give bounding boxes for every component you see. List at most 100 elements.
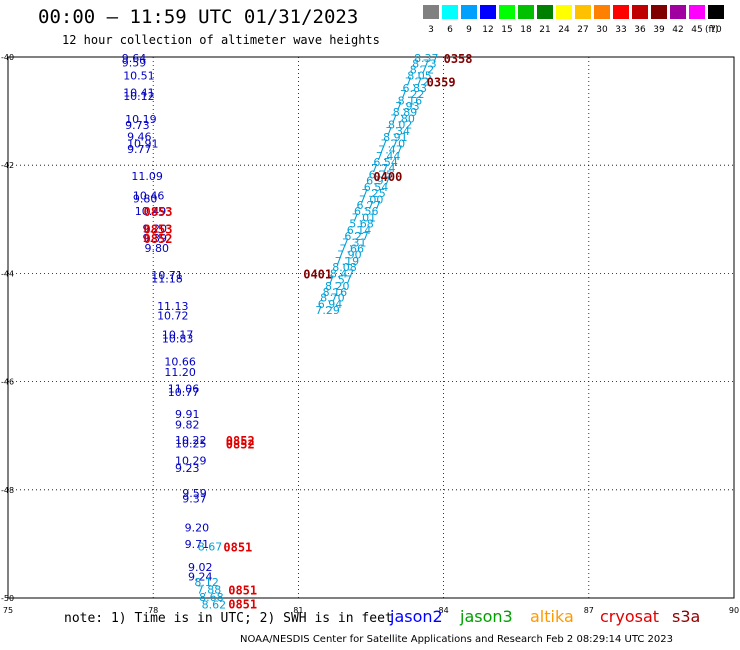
swh-value: 7.90 xyxy=(337,248,362,261)
scale-swatch xyxy=(480,5,496,19)
swh-value: 7.66 xyxy=(340,243,365,256)
x-tick-label: 81 xyxy=(293,606,303,615)
swh-value: 9.39 xyxy=(143,232,168,245)
scale-label: 42 xyxy=(672,25,684,35)
swh-value: 9.20 xyxy=(185,522,210,535)
swh-value: 8.91 xyxy=(383,131,408,144)
swh-value: 9.71 xyxy=(185,538,210,551)
swh-value: 6.54 xyxy=(364,181,389,194)
page-title: 00:00 – 11:59 UTC 01/31/2023 xyxy=(38,6,359,28)
swh-value: 10.77 xyxy=(168,386,200,399)
time-label: 0359 xyxy=(427,75,456,89)
scale-swatch xyxy=(499,5,515,19)
swh-value: 9.37 xyxy=(182,492,207,505)
swh-value: 9.23 xyxy=(175,462,200,475)
scale-label: 21 xyxy=(539,25,551,35)
y-tick-label: -46 xyxy=(1,378,14,387)
time-label: 0401 xyxy=(303,267,332,281)
swh-value: 8.72 xyxy=(410,63,435,76)
swh-value: 8.02 xyxy=(388,119,413,132)
swh-value: 9.64 xyxy=(122,52,146,65)
x-tick-label: 90 xyxy=(729,606,739,615)
swh-value: 5.68 xyxy=(349,218,374,231)
time-label: 0851 xyxy=(228,597,257,611)
swh-value: 8.16 xyxy=(323,286,348,299)
swh-value: 7.88 xyxy=(197,583,222,596)
swh-value: 10.91 xyxy=(127,138,158,151)
scale-swatch xyxy=(613,5,629,19)
scale-swatch xyxy=(632,5,648,19)
swh-value: 6.54 xyxy=(373,156,398,169)
swh-value: 8.67 xyxy=(198,541,223,554)
scale-unit: (ft) xyxy=(705,25,719,35)
swh-value: 7.34 xyxy=(386,125,411,138)
scale-label: 36 xyxy=(634,25,646,35)
satellite-s3a: s3a xyxy=(672,607,701,626)
swh-value: 11.20 xyxy=(164,366,196,379)
swh-value: 7.93 xyxy=(395,100,420,113)
swh-value: 6.97 xyxy=(366,174,391,187)
scale-label: 33 xyxy=(615,25,627,35)
scale-label: 24 xyxy=(558,25,570,35)
swh-value: 9.24 xyxy=(188,570,213,583)
satellite-jason3: jason3 xyxy=(460,607,513,626)
scale-swatch xyxy=(575,5,591,19)
swh-value: 9.20 xyxy=(143,222,168,235)
scale-label: 6 xyxy=(447,25,453,35)
swh-value: 7.00 xyxy=(359,193,384,206)
scale-label: 70 xyxy=(710,25,722,35)
y-tick-label: -42 xyxy=(1,161,14,170)
scale-swatch xyxy=(423,5,439,19)
time-label: 0852 xyxy=(144,232,173,246)
swh-value: 7.31 xyxy=(342,237,367,250)
swh-value: 6.27 xyxy=(344,230,369,243)
swh-value: 10.29 xyxy=(175,455,207,468)
swh-value: 7.47 xyxy=(378,144,403,157)
swh-value: 6.56 xyxy=(354,205,379,218)
swh-value: 8.62 xyxy=(202,598,227,611)
scale-label: 39 xyxy=(653,25,665,35)
swh-value: 10.25 xyxy=(175,437,207,450)
scale-swatch xyxy=(670,5,686,19)
scale-swatch xyxy=(518,5,534,19)
swh-value: 8.73 xyxy=(412,57,437,70)
swh-value: 11.18 xyxy=(151,272,183,285)
swh-value: 7.25 xyxy=(361,187,386,200)
scale-swatch xyxy=(461,5,477,19)
swh-value: 10.12 xyxy=(123,90,155,103)
scale-swatch xyxy=(708,5,724,19)
swh-value: 8.12 xyxy=(194,576,219,589)
swh-value: 7.70 xyxy=(381,138,406,151)
credit-line: NOAA/NESDIS Center for Satellite Applica… xyxy=(240,634,673,645)
swh-value: 10.46 xyxy=(133,189,165,202)
time-label: 0400 xyxy=(373,170,402,184)
x-tick-label: 78 xyxy=(148,606,158,615)
swh-value: 9.82 xyxy=(175,418,200,431)
swh-value: 8.16 xyxy=(398,94,423,107)
swh-value: 10.17 xyxy=(162,329,194,342)
swh-value: 7.22 xyxy=(400,88,425,101)
swh-value: 7.01 xyxy=(352,212,377,225)
scale-label: 27 xyxy=(577,25,589,35)
time-label: 0851 xyxy=(228,583,257,597)
swh-value: 9.77 xyxy=(127,143,151,156)
swh-value: 6.77 xyxy=(356,199,381,212)
swh-value: 8.20 xyxy=(325,280,350,293)
swh-value: 7.57 xyxy=(327,273,352,286)
time-label: 0358 xyxy=(444,52,473,66)
swh-value: 8.89 xyxy=(393,106,418,119)
swh-value: 8.70 xyxy=(320,292,345,305)
plot-frame xyxy=(7,56,735,599)
scale-label: 9 xyxy=(466,25,472,35)
time-label: 0852 xyxy=(226,434,255,448)
swh-value: 8.68 xyxy=(199,591,224,604)
swh-value: 10.22 xyxy=(175,434,207,447)
scale-swatch xyxy=(442,5,458,19)
swh-value: 7.72 xyxy=(405,75,430,88)
y-tick-label: -48 xyxy=(1,486,14,495)
swh-value: 6.14 xyxy=(347,224,372,237)
swh-value: 10.72 xyxy=(157,310,189,323)
satellite-jason2: jason2 xyxy=(390,607,443,626)
time-label: 0853 xyxy=(144,205,173,219)
